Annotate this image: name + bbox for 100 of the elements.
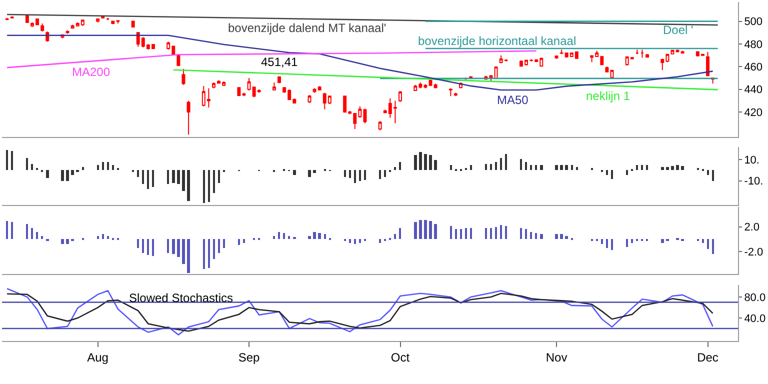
- bar: [626, 170, 628, 176]
- bar: [540, 234, 543, 239]
- y-tick-label: 80.0: [744, 292, 766, 304]
- x-tick-label: Dec: [697, 350, 718, 365]
- bar: [419, 220, 422, 239]
- bar: [213, 238, 215, 259]
- bar: [283, 232, 285, 239]
- bar: [379, 170, 381, 180]
- candlestick: [272, 82, 276, 91]
- bar: [218, 238, 220, 253]
- candlestick: [308, 94, 312, 104]
- y-tick-label: 460: [744, 62, 763, 74]
- candlestick: [10, 16, 14, 19]
- bar: [520, 228, 522, 239]
- bar: [455, 228, 457, 239]
- series-label: Doel ': [663, 23, 694, 37]
- bar: [434, 160, 437, 170]
- bar: [384, 170, 386, 178]
- candlestick: [434, 83, 438, 89]
- candlestick: [278, 76, 281, 84]
- series-label: bovenzijde dalend MT kanaal': [228, 21, 386, 35]
- y-tick-label: 420: [744, 106, 763, 119]
- bar: [71, 170, 74, 176]
- bar: [460, 228, 462, 239]
- bar: [278, 232, 280, 239]
- x-tick-label: Oct: [390, 350, 410, 365]
- bar: [394, 167, 396, 170]
- bar: [177, 238, 180, 257]
- bar: [641, 165, 643, 170]
- x-tick-label: Nov: [546, 350, 568, 365]
- bar: [646, 165, 648, 170]
- bar: [505, 226, 507, 239]
- x-tick-label: Aug: [87, 350, 108, 365]
- bar: [414, 222, 417, 239]
- bar: [167, 170, 169, 184]
- bar: [661, 238, 664, 243]
- bar: [31, 228, 33, 239]
- bar: [187, 170, 190, 202]
- y-tick-label: 440: [744, 84, 763, 96]
- series-label: neklijn 1: [586, 89, 630, 103]
- bar: [565, 236, 568, 239]
- bar: [167, 238, 169, 253]
- bar: [450, 226, 452, 239]
- bar: [36, 232, 38, 239]
- candlestick: [106, 17, 110, 21]
- bar: [102, 162, 104, 170]
- bar: [626, 238, 628, 247]
- y-tick-label: -2.0: [744, 246, 764, 259]
- bar: [424, 220, 427, 239]
- candlestick: [706, 51, 710, 76]
- bar: [676, 165, 679, 170]
- bar: [636, 165, 638, 170]
- candlestick: [176, 54, 180, 67]
- bar: [203, 170, 205, 204]
- candlestick: [66, 30, 70, 34]
- candlestick: [25, 14, 29, 24]
- bar: [107, 162, 109, 170]
- bar: [324, 234, 326, 239]
- y-tick-label: 40.0: [744, 312, 766, 325]
- candlestick: [182, 68, 186, 86]
- bar: [450, 165, 452, 170]
- bar: [525, 162, 527, 170]
- bar: [540, 165, 543, 170]
- bar: [243, 238, 245, 243]
- bar: [707, 238, 709, 249]
- bar: [419, 152, 422, 170]
- candlestick: [454, 92, 458, 97]
- bar: [354, 170, 356, 184]
- bar: [82, 167, 84, 170]
- bar: [26, 158, 28, 170]
- bar: [399, 162, 401, 170]
- bar: [203, 238, 205, 269]
- bar: [152, 170, 154, 188]
- bar: [102, 234, 104, 239]
- bar: [66, 238, 69, 244]
- bar: [41, 236, 43, 239]
- bar: [520, 159, 522, 170]
- bar: [399, 228, 401, 239]
- bar: [681, 166, 684, 170]
- bar: [359, 238, 361, 243]
- bar: [465, 228, 467, 239]
- y-tick-label: -10.: [744, 176, 764, 188]
- bar: [31, 164, 33, 170]
- bar: [238, 238, 240, 245]
- bar: [313, 170, 316, 174]
- bar: [359, 170, 361, 182]
- bar: [565, 165, 568, 170]
- bar: [661, 167, 664, 170]
- y-tick-label: 10.: [744, 154, 760, 167]
- bar: [11, 222, 13, 239]
- bar: [107, 236, 109, 239]
- bar: [470, 165, 472, 170]
- bar: [308, 170, 311, 178]
- bar: [354, 238, 356, 244]
- bar: [46, 170, 49, 178]
- bar: [182, 170, 185, 192]
- bar: [611, 238, 613, 250]
- bar: [429, 155, 432, 170]
- bar: [349, 238, 351, 243]
- line-series: [6, 34, 714, 91]
